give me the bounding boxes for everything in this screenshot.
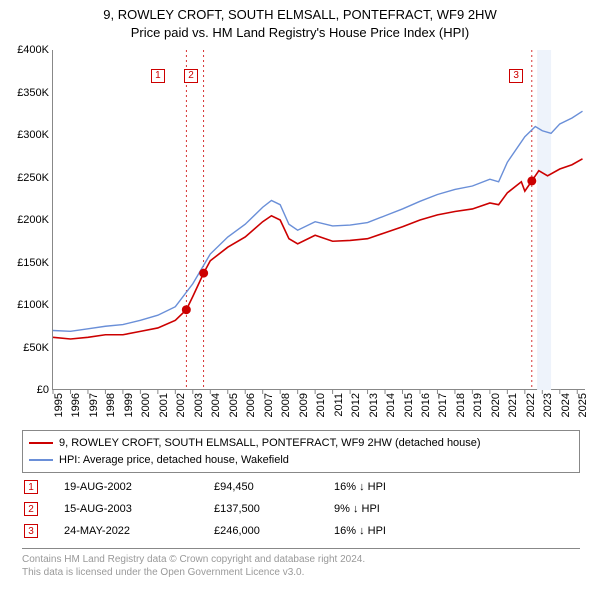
x-axis-tick-label: 2001 xyxy=(158,393,170,417)
legend-label-property: 9, ROWLEY CROFT, SOUTH ELMSALL, PONTEFRA… xyxy=(59,435,481,452)
y-axis-tick-label: £400K xyxy=(17,44,49,56)
x-axis-tick-label: 2016 xyxy=(420,393,432,417)
x-axis-tick-label: 2009 xyxy=(298,393,310,417)
sale-marker-icon: 3 xyxy=(24,524,38,538)
x-axis-tick-label: 1999 xyxy=(123,393,135,417)
y-axis-tick-label: £150K xyxy=(17,257,49,269)
y-axis-tick-label: £0 xyxy=(37,384,49,396)
x-axis-tick-label: 1995 xyxy=(53,393,65,417)
legend-label-hpi: HPI: Average price, detached house, Wake… xyxy=(59,452,289,469)
sale-date: 24-MAY-2022 xyxy=(64,525,214,537)
sale-marker-icon: 1 xyxy=(24,480,38,494)
chart-svg xyxy=(53,50,585,389)
chart-sale-marker: 2 xyxy=(184,69,198,83)
legend-row-property: 9, ROWLEY CROFT, SOUTH ELMSALL, PONTEFRA… xyxy=(29,435,573,452)
chart-sale-marker: 3 xyxy=(509,69,523,83)
sale-date: 19-AUG-2002 xyxy=(64,481,214,493)
x-axis-tick-label: 1997 xyxy=(88,393,100,417)
sale-price: £246,000 xyxy=(214,525,334,537)
x-axis-tick-label: 2022 xyxy=(525,393,537,417)
x-axis-tick-label: 2010 xyxy=(315,393,327,417)
x-axis-tick-label: 2019 xyxy=(472,393,484,417)
x-axis-tick-label: 2002 xyxy=(175,393,187,417)
y-axis-tick-label: £100K xyxy=(17,299,49,311)
legend-box: 9, ROWLEY CROFT, SOUTH ELMSALL, PONTEFRA… xyxy=(22,430,580,473)
x-axis-tick-label: 2014 xyxy=(385,393,397,417)
x-axis-tick-label: 2024 xyxy=(560,393,572,417)
chart-sale-marker: 1 xyxy=(151,69,165,83)
sale-delta: 9% ↓ HPI xyxy=(334,503,454,515)
sales-table: 119-AUG-2002£94,45016% ↓ HPI215-AUG-2003… xyxy=(22,476,580,542)
y-axis-tick-label: £250K xyxy=(17,172,49,184)
sale-row: 1 19-AUG-2002£94,45016% ↓ HPI xyxy=(22,476,580,498)
x-axis-tick-label: 2012 xyxy=(350,393,362,417)
sale-row: 3 24-MAY-2022£246,00016% ↓ HPI xyxy=(22,520,580,542)
sale-row: 2 15-AUG-2003£137,5009% ↓ HPI xyxy=(22,498,580,520)
x-axis-tick-label: 2008 xyxy=(280,393,292,417)
sale-price: £137,500 xyxy=(214,503,334,515)
x-axis-tick-label: 2025 xyxy=(577,393,589,417)
chart-title-block: 9, ROWLEY CROFT, SOUTH ELMSALL, PONTEFRA… xyxy=(0,0,600,42)
x-axis-tick-label: 2003 xyxy=(193,393,205,417)
footer-line-2: This data is licensed under the Open Gov… xyxy=(22,566,580,579)
x-axis-tick-label: 2017 xyxy=(437,393,449,417)
y-axis-tick-label: £350K xyxy=(17,87,49,99)
x-axis-tick-label: 1998 xyxy=(105,393,117,417)
x-axis-tick-label: 2023 xyxy=(542,393,554,417)
x-axis-tick-label: 2011 xyxy=(333,393,345,417)
title-line-1: 9, ROWLEY CROFT, SOUTH ELMSALL, PONTEFRA… xyxy=(0,6,600,24)
x-axis-tick-label: 2006 xyxy=(245,393,257,417)
sale-delta: 16% ↓ HPI xyxy=(334,481,454,493)
sale-date: 15-AUG-2003 xyxy=(64,503,214,515)
x-axis-tick-label: 1996 xyxy=(70,393,82,417)
x-axis-tick-label: 2021 xyxy=(507,393,519,417)
footer-attribution: Contains HM Land Registry data © Crown c… xyxy=(22,548,580,579)
sale-price: £94,450 xyxy=(214,481,334,493)
x-axis-tick-label: 2005 xyxy=(228,393,240,417)
x-axis-tick-label: 2013 xyxy=(368,393,380,417)
x-axis-tick-label: 2020 xyxy=(490,393,502,417)
x-axis-tick-label: 2018 xyxy=(455,393,467,417)
legend-row-hpi: HPI: Average price, detached house, Wake… xyxy=(29,452,573,469)
x-axis-tick-label: 2004 xyxy=(210,393,222,417)
y-axis-tick-label: £200K xyxy=(17,214,49,226)
x-axis-tick-label: 2007 xyxy=(263,393,275,417)
legend-swatch-hpi xyxy=(29,459,53,461)
x-axis-tick-label: 2015 xyxy=(403,393,415,417)
y-axis-tick-label: £300K xyxy=(17,129,49,141)
footer-line-1: Contains HM Land Registry data © Crown c… xyxy=(22,553,580,566)
chart-plot-area: £0£50K£100K£150K£200K£250K£300K£350K£400… xyxy=(52,50,585,390)
sale-marker-icon: 2 xyxy=(24,502,38,516)
x-axis-tick-label: 2000 xyxy=(140,393,152,417)
sale-delta: 16% ↓ HPI xyxy=(334,525,454,537)
y-axis-tick-label: £50K xyxy=(23,342,49,354)
title-line-2: Price paid vs. HM Land Registry's House … xyxy=(0,24,600,42)
legend-swatch-property xyxy=(29,442,53,444)
